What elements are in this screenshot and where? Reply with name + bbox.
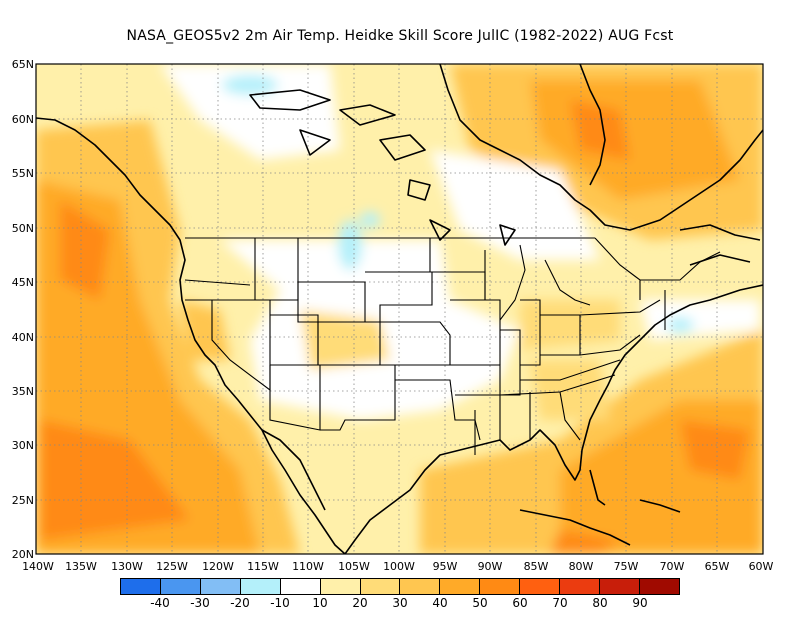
colorbar-tick-label: 50 xyxy=(472,596,488,610)
lon-label: 140W xyxy=(22,560,54,573)
lat-label: 50N xyxy=(11,222,34,235)
colorbar-tick-label: 40 xyxy=(432,596,448,610)
colorbar-tick-label: 70 xyxy=(552,596,568,610)
colorbar-tick-label: 80 xyxy=(592,596,608,610)
colorbar-swatch xyxy=(160,579,201,594)
lon-label: 115W xyxy=(247,560,279,573)
colorbar-swatch xyxy=(121,579,161,594)
colorbar-tick-label: -30 xyxy=(190,596,210,610)
colorbar-swatch xyxy=(400,579,441,594)
lat-label: 35N xyxy=(11,385,34,398)
colorbar-tick-label: 60 xyxy=(512,596,528,610)
colorbar-swatch xyxy=(320,579,361,594)
lat-label: 40N xyxy=(11,331,34,344)
lon-label: 95W xyxy=(432,560,458,573)
political-borders xyxy=(184,237,721,455)
colorbar-tick-label: 90 xyxy=(632,596,648,610)
lat-label: 45N xyxy=(11,276,34,289)
colorbar-swatch xyxy=(639,579,679,594)
colorbar xyxy=(120,578,680,595)
lon-label: 90W xyxy=(477,560,503,573)
colorbar-swatch xyxy=(600,579,640,594)
lon-label: 135W xyxy=(65,560,97,573)
lat-label: 65N xyxy=(11,58,34,71)
colorbar-tick-label: 30 xyxy=(392,596,408,610)
colorbar-swatch xyxy=(240,579,281,594)
colorbar-swatch xyxy=(560,579,601,594)
lon-label: 65W xyxy=(704,560,730,573)
colorbar-tick-label: -40 xyxy=(150,596,170,610)
lon-label: 60W xyxy=(748,560,774,573)
colorbar-swatch xyxy=(440,579,481,594)
lon-label: 70W xyxy=(659,560,685,573)
lon-label: 110W xyxy=(292,560,324,573)
colorbar-swatch xyxy=(200,579,241,594)
lat-label: 20N xyxy=(11,548,34,561)
lon-label: 100W xyxy=(383,560,415,573)
colorbar-swatch xyxy=(520,579,561,594)
lon-label: 120W xyxy=(202,560,234,573)
lat-label: 60N xyxy=(11,113,34,126)
coastlines xyxy=(36,64,763,554)
lat-label: 55N xyxy=(11,167,34,180)
chart-title: NASA_GEOS5v2 2m Air Temp. Heidke Skill S… xyxy=(126,28,674,44)
skill-field xyxy=(36,64,763,554)
lat-label: 25N xyxy=(11,494,34,507)
lat-label: 30N xyxy=(11,439,34,452)
map-frame xyxy=(35,63,764,555)
lon-label: 80W xyxy=(568,560,594,573)
colorbar-swatch xyxy=(280,579,321,594)
colorbar-tick-label: 10 xyxy=(312,596,328,610)
colorbar-swatch xyxy=(360,579,401,594)
colorbar-tick-label: -20 xyxy=(230,596,250,610)
colorbar-swatch xyxy=(480,579,521,594)
colorbar-tick-label: 20 xyxy=(352,596,368,610)
lon-label: 105W xyxy=(338,560,370,573)
colorbar-tick-label: -10 xyxy=(270,596,290,610)
lon-label: 85W xyxy=(523,560,549,573)
lon-label: 125W xyxy=(156,560,188,573)
lon-label: 130W xyxy=(111,560,143,573)
lon-label: 75W xyxy=(613,560,639,573)
